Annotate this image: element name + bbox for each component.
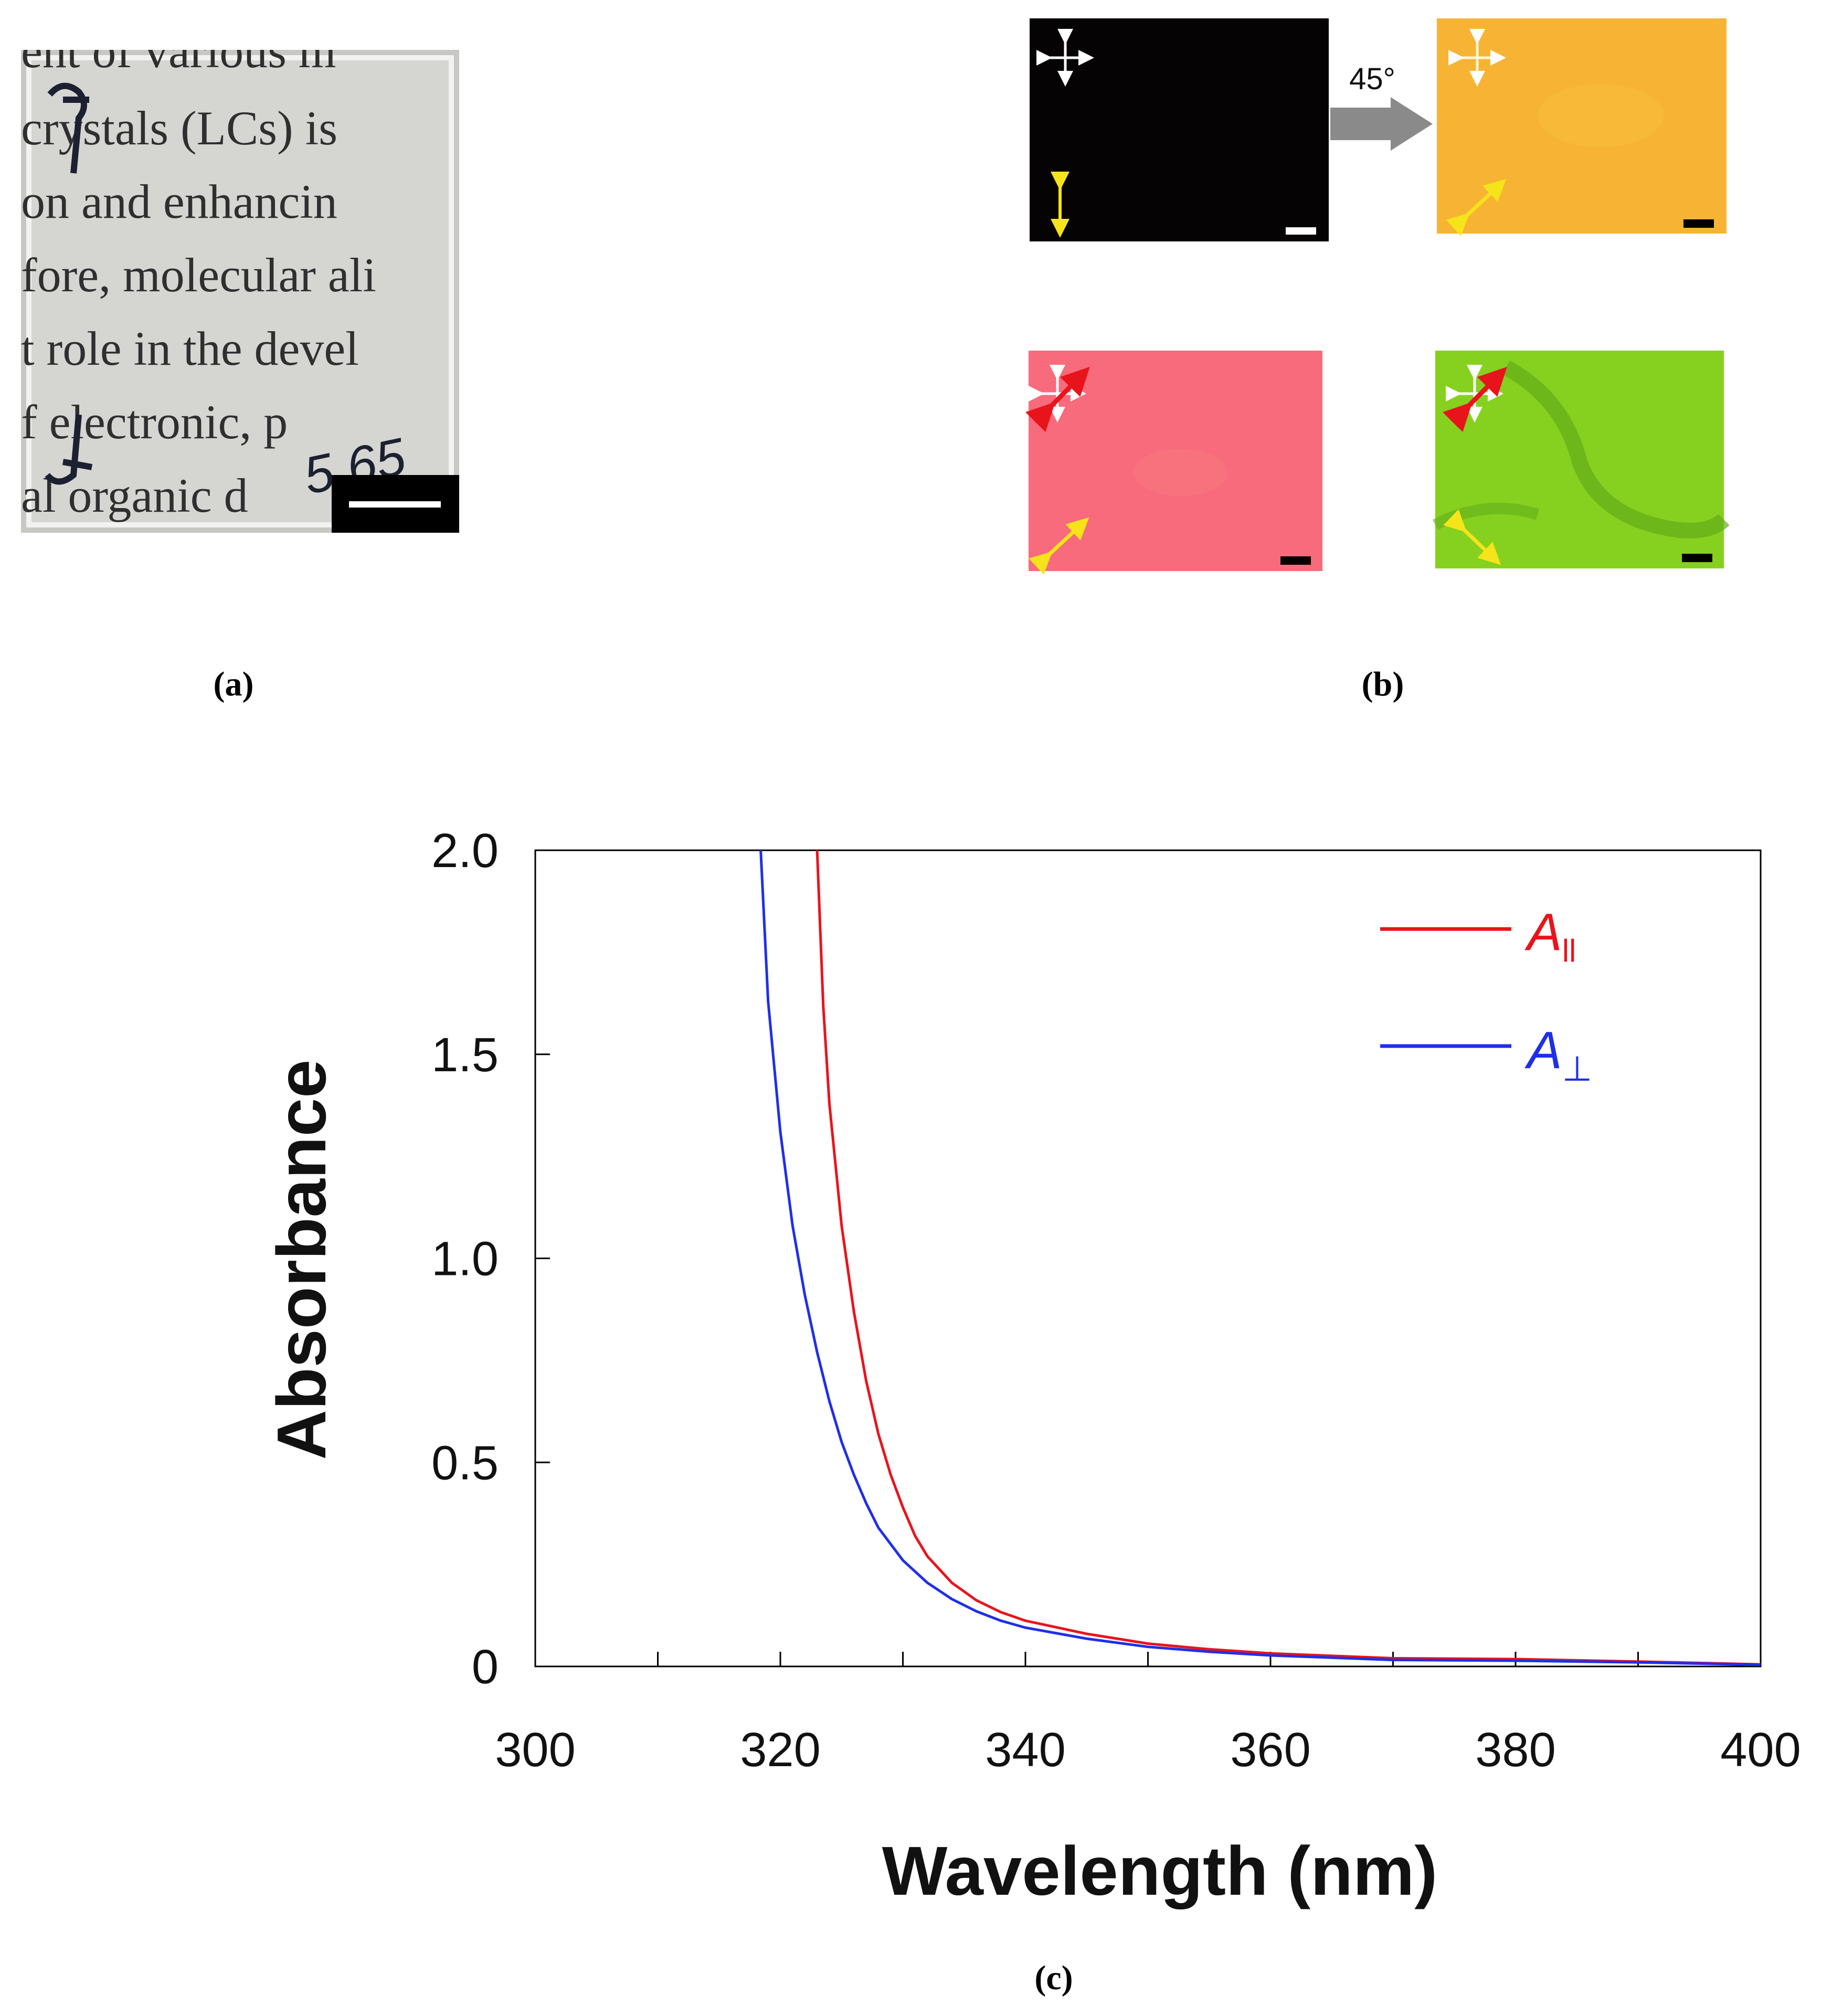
absorbance-chart: 0 0.5 1.0 1.5 2.0 300 320 340 360 380 400 Wavelen… — [263, 824, 1801, 1909]
handwritten-mark — [47, 82, 89, 174]
series-line-perpendicular — [759, 850, 1761, 1666]
scale-bar — [1682, 554, 1712, 562]
legend-label: A — [1524, 903, 1562, 962]
legend-label: A — [1524, 1021, 1562, 1080]
svg-text:All: All — [1524, 903, 1576, 968]
photo-text-line: fore, molecular ali — [21, 248, 376, 302]
series-line-parallel — [816, 850, 1761, 1666]
scale-bar — [1280, 556, 1311, 565]
photo-text-line: ent of various m — [21, 24, 336, 78]
polarizer-red-arrow-icon — [1442, 366, 1507, 432]
legend: All A⊥ — [1380, 903, 1592, 1088]
pom-image-orange — [1437, 18, 1727, 236]
polarizer-cross-icon — [1448, 29, 1506, 87]
polarizer-red-arrow-icon — [1025, 366, 1090, 432]
pom-image-green — [1432, 351, 1730, 568]
pom-image-black — [1030, 18, 1329, 241]
y-tick-label: 0.5 — [431, 1436, 499, 1490]
panel-a-photo: ent of various m crystals (LCs) is on an… — [21, 24, 459, 533]
y-tick-label: 2.0 — [431, 824, 499, 878]
y-tick-label: 1.0 — [431, 1232, 499, 1286]
plot-frame — [534, 849, 1762, 1667]
panel-c-label: (c) — [1034, 1959, 1073, 1997]
photo-text-line: f electronic, p — [21, 395, 288, 449]
x-tick-label: 320 — [740, 1723, 821, 1777]
y-tick-label: 0 — [472, 1640, 499, 1694]
x-tick-label: 400 — [1720, 1723, 1801, 1777]
pom-image-pink — [1025, 351, 1322, 575]
x-tick-label: 360 — [1230, 1723, 1311, 1777]
polarizer-cross-icon — [1036, 29, 1094, 87]
x-tick-label: 340 — [985, 1723, 1066, 1777]
scale-bar — [1683, 219, 1714, 228]
panel-a-label: (a) — [214, 665, 254, 703]
scale-bar — [1286, 227, 1316, 235]
director-arrow-icon — [1443, 509, 1501, 565]
handwritten-mark — [45, 414, 93, 485]
x-tick-label: 380 — [1475, 1723, 1556, 1777]
legend-subscript: ⊥ — [1562, 1049, 1593, 1088]
photo-text-line: al organic d — [21, 469, 248, 522]
rotation-label: 45° — [1349, 62, 1395, 96]
legend-entry: A⊥ — [1380, 1021, 1592, 1088]
photo-text-line: crystals (LCs) is — [21, 101, 337, 155]
x-axis-label: Wavelength (nm) — [882, 1832, 1437, 1909]
photo-text-line: on and enhancin — [21, 175, 337, 228]
panel-b-label: (b) — [1362, 665, 1404, 703]
director-arrow-icon — [1446, 178, 1507, 236]
photo-text-line: t role in the devel — [21, 322, 359, 375]
legend-entry: All — [1380, 903, 1576, 968]
director-arrow-icon — [1029, 517, 1089, 575]
scale-bar — [349, 501, 441, 508]
x-tick-label: 300 — [495, 1723, 576, 1777]
legend-subscript: ll — [1562, 933, 1576, 968]
y-tick-label: 1.5 — [431, 1028, 499, 1082]
svg-text:A⊥: A⊥ — [1524, 1021, 1592, 1088]
rotation-arrow: 45° — [1330, 62, 1433, 151]
y-axis-label: Absorbance — [263, 1060, 340, 1460]
